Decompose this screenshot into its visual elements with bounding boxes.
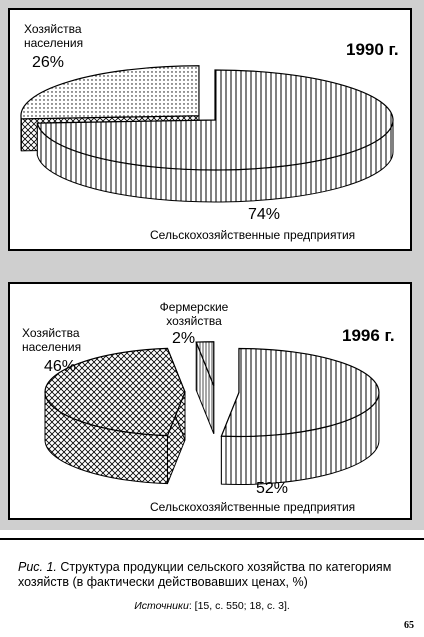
sources-label: Источники xyxy=(134,600,189,612)
pie-chart-1990-svg xyxy=(20,65,394,203)
slice-value-enterprises-1990: 74% xyxy=(248,206,281,223)
slice-label-farms-1996: Фермерские хозяйства xyxy=(159,300,229,328)
slice-value-enterprises-1996: 52% xyxy=(256,480,289,497)
caption-title: Рис. 1. Структура продукции сельского хо… xyxy=(18,560,414,590)
slice-value-households-1996: 46% xyxy=(44,358,77,375)
pie-chart-1996: Фермерские хозяйства 2% Хозяйства населе… xyxy=(8,282,412,520)
slice-enterprises-1990-top xyxy=(36,69,394,171)
sources-text: : [15, с. 550; 18, с. 3]. xyxy=(188,600,290,612)
caption-line-1: Структура продукции сельского хозяйства … xyxy=(60,560,392,574)
caption-divider xyxy=(0,538,424,540)
page-number: 65 xyxy=(404,620,414,631)
slice-enterprises-1996-top xyxy=(220,347,380,438)
slice-label-households-1990: Хозяйства населения xyxy=(24,22,84,50)
slice-farms-1996-top xyxy=(195,341,215,386)
caption-sources: Источники: [15, с. 550; 18, с. 3]. xyxy=(0,600,424,612)
slice-households-1996-top xyxy=(44,347,186,437)
slice-label-enterprises-1996: Сельскохозяйственные предприятия xyxy=(150,500,356,514)
slice-label-enterprises-1990: Сельскохозяйственные предприятия xyxy=(150,228,356,242)
chart-title-1990: 1990 г. xyxy=(346,40,399,59)
slice-households-1990-top xyxy=(20,65,200,120)
figure-caption: Рис. 1. Структура продукции сельского хо… xyxy=(0,530,424,637)
pie-chart-1996-svg xyxy=(44,341,380,485)
slice-value-households-1990: 26% xyxy=(32,54,65,71)
pie-chart-1990: Хозяйства населения 26% 1990 г. 74% Сель… xyxy=(8,8,412,251)
slice-value-farms-1996: 2% xyxy=(172,330,196,347)
chart-title-1996: 1996 г. xyxy=(342,326,395,345)
caption-line-2: хозяйств (в фактически действовавших цен… xyxy=(18,575,308,589)
slice-label-households-1996: Хозяйства населения xyxy=(22,326,82,354)
figure-number: Рис. 1. xyxy=(18,560,57,574)
